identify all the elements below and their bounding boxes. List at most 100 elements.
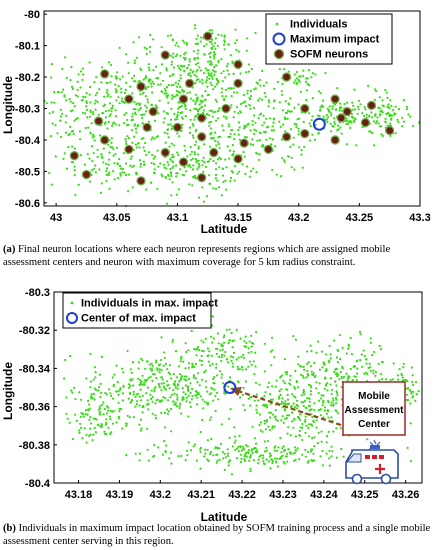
individual-point [100, 153, 103, 156]
individual-point [166, 161, 169, 164]
individual-point [98, 386, 101, 389]
individual-point [129, 391, 132, 394]
individual-point [255, 171, 258, 174]
individual-point [310, 413, 313, 416]
individual-point [208, 114, 211, 117]
individual-point [104, 110, 107, 113]
individual-point [196, 56, 200, 59]
individual-point [154, 65, 158, 68]
individual-point [148, 50, 151, 53]
individual-point [406, 446, 409, 449]
sofm-neuron [300, 103, 310, 114]
individual-point [252, 167, 255, 170]
individual-point [289, 378, 292, 381]
individual-point [243, 455, 246, 458]
individual-point [306, 350, 309, 353]
individual-point [143, 149, 146, 153]
individual-point [412, 124, 415, 128]
individual-point [218, 107, 221, 110]
individual-point [245, 451, 248, 454]
individual-point [263, 422, 267, 425]
individual-point [84, 96, 87, 99]
individual-point [198, 359, 201, 362]
individual-point [171, 153, 174, 156]
individual-point [210, 75, 214, 78]
individual-point [154, 417, 157, 420]
individual-point [210, 109, 213, 112]
individual-point [150, 82, 153, 85]
individual-point [238, 126, 241, 129]
individual-point [65, 167, 69, 170]
individual-point [196, 34, 199, 37]
individual-point [121, 171, 124, 174]
individual-point [268, 452, 271, 455]
individual-point [134, 143, 137, 146]
individual-point [99, 413, 102, 416]
individual-point [89, 132, 92, 135]
sofm-neuron [233, 59, 243, 70]
individual-point [134, 405, 137, 408]
individual-point [273, 446, 276, 449]
individual-point [307, 426, 310, 430]
individual-point [282, 402, 285, 405]
individual-point [329, 383, 332, 386]
individual-point [279, 376, 282, 379]
individual-point [390, 117, 393, 120]
individual-point [209, 60, 212, 63]
individual-point [177, 90, 180, 94]
individual-point [229, 132, 232, 135]
individual-point [254, 365, 257, 368]
individual-point [187, 366, 190, 369]
individual-point [149, 367, 152, 370]
individual-point [270, 336, 274, 339]
individual-point [203, 98, 207, 101]
sofm-neuron [281, 132, 292, 142]
individual-point [292, 143, 295, 146]
individual-point [283, 382, 286, 385]
individual-point [176, 172, 179, 175]
individual-point [254, 87, 257, 90]
individual-point [136, 400, 139, 403]
individual-point [214, 131, 217, 134]
individual-point [133, 123, 137, 126]
individual-point [263, 121, 266, 124]
individual-point [176, 113, 179, 117]
individual-point [243, 458, 246, 461]
individual-point [126, 118, 129, 121]
individual-point [284, 100, 287, 103]
individual-point [206, 439, 209, 442]
individual-point [302, 69, 305, 72]
individual-point [153, 119, 157, 122]
individual-point [204, 337, 207, 340]
individual-point [194, 143, 197, 146]
individual-point [325, 452, 328, 455]
individual-point [297, 363, 300, 366]
individual-point [385, 378, 388, 381]
individual-point [341, 346, 344, 349]
individual-point [257, 99, 260, 102]
individual-point [294, 406, 297, 409]
individual-point [170, 127, 173, 131]
individual-point [397, 108, 401, 111]
individual-point [196, 97, 199, 100]
individual-point [346, 379, 349, 382]
individual-point [334, 380, 337, 383]
individual-point [328, 464, 331, 467]
individual-point [146, 427, 149, 430]
individual-point [381, 104, 384, 107]
individual-point [59, 119, 62, 122]
individual-point [303, 399, 306, 402]
individual-point [231, 144, 234, 147]
individual-point [227, 361, 230, 364]
individual-point [289, 145, 292, 148]
individual-point [298, 418, 302, 421]
individual-point [378, 344, 381, 348]
individual-point [150, 389, 153, 392]
individual-point [149, 34, 152, 37]
individual-point [223, 341, 226, 344]
individual-point [214, 394, 217, 397]
individual-point [297, 130, 300, 133]
individual-point [302, 391, 305, 394]
individual-point [410, 392, 413, 395]
individual-point [110, 431, 113, 434]
